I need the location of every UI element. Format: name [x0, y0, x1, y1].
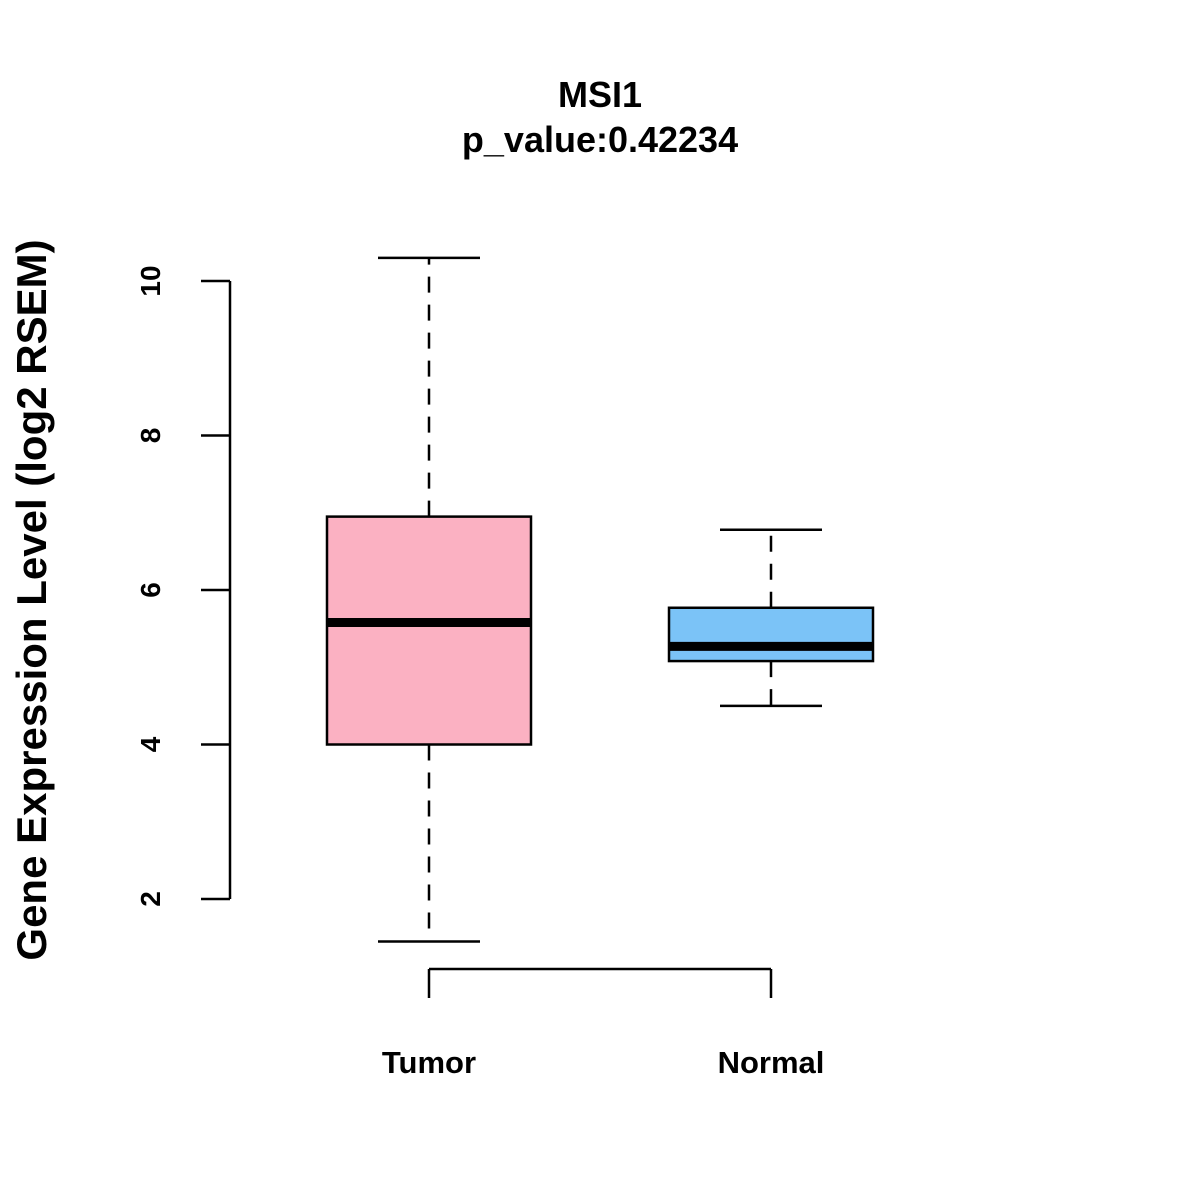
y-tick-label: 8 [135, 428, 166, 444]
box-normal [667, 528, 875, 708]
iqr-box [325, 515, 533, 746]
chart-subtitle: p_value:0.42234 [462, 119, 738, 160]
iqr-box [667, 606, 875, 663]
y-axis-label: Gene Expression Level (log2 RSEM) [8, 239, 55, 960]
y-tick-label: 2 [135, 891, 166, 907]
x-axis: Tumor Normal [382, 967, 825, 1080]
y-tick-label: 10 [135, 265, 166, 296]
chart-title: MSI1 [558, 74, 642, 115]
boxes [325, 256, 875, 943]
y-axis: 2 4 6 8 10 [135, 265, 232, 907]
x-category-label-tumor: Tumor [382, 1045, 476, 1080]
box-tumor [325, 256, 533, 943]
y-tick-label: 4 [135, 736, 166, 752]
y-tick-label: 6 [135, 582, 166, 598]
x-category-label-normal: Normal [718, 1045, 825, 1080]
